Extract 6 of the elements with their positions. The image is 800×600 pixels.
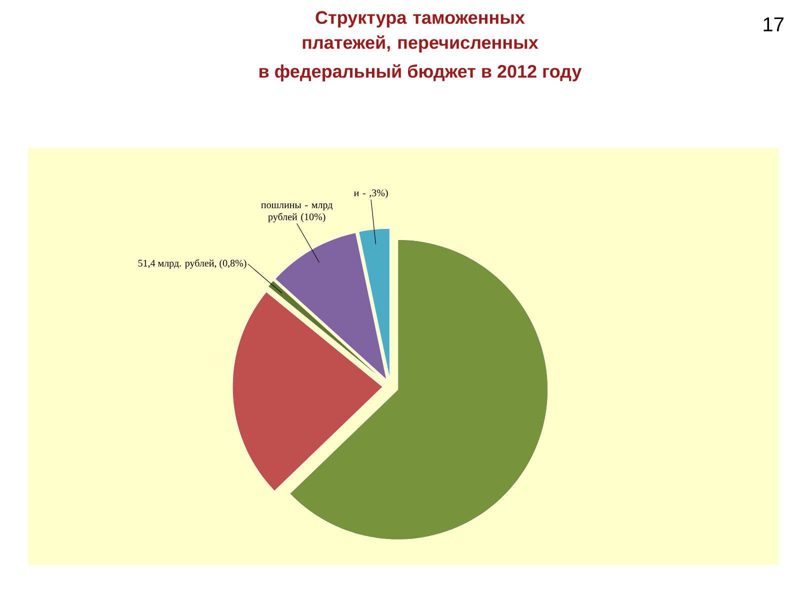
chart-title: Структура таможенных платежей, перечисленных <box>302 11 538 52</box>
data-label: и - ,3%) <box>354 189 388 198</box>
text: 17 <box>764 18 784 32</box>
data-label: пошлины - млрд рублей (10%) <box>261 203 332 222</box>
data-label: 51,4 млрд. рублей, (0,8%) <box>138 259 246 269</box>
chart-subtitle: в федеральный бюджет в 2012 году <box>260 64 582 82</box>
